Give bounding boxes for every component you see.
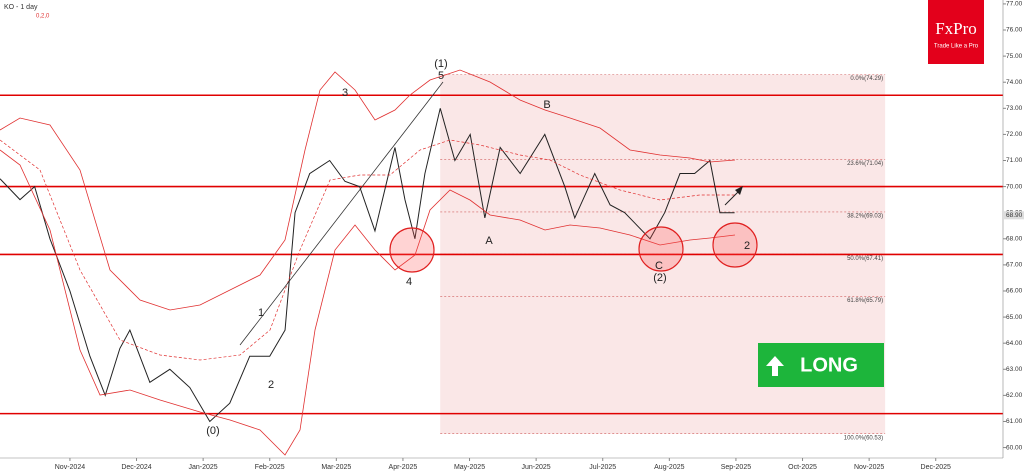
fib-label: 50.0%(67.41) — [847, 256, 883, 262]
price-line — [0, 108, 735, 423]
wave-label: B — [543, 99, 550, 111]
logo-box — [928, 0, 984, 64]
y-tick-label: 64.00 — [1006, 340, 1023, 347]
y-tick-label: 75.00 — [1006, 53, 1023, 60]
fib-label: 61.8%(65.79) — [847, 298, 883, 304]
fib-label: 100.0%(60.53) — [844, 435, 883, 441]
logo-brand: FxPro — [935, 19, 977, 38]
wave-label: (0) — [206, 425, 219, 437]
y-tick-label: 63.00 — [1006, 366, 1023, 373]
x-tick-label: Jul-2025 — [589, 464, 616, 471]
highlight-circle — [389, 227, 435, 273]
highlight-circle — [712, 222, 758, 268]
x-tick-label: Oct-2025 — [788, 464, 817, 471]
x-tick-label: Nov-2025 — [854, 464, 884, 471]
arrow-head — [735, 186, 743, 195]
fib-label: 0.0%(74.29) — [850, 76, 883, 82]
x-tick-label: Mar-2025 — [321, 464, 351, 471]
wave-label: 1 — [258, 307, 264, 319]
x-tick-label: Nov-2024 — [55, 464, 85, 471]
last-price-box — [1003, 211, 1024, 220]
upper-band — [0, 69, 736, 311]
logo-tagline: Trade Like a Pro — [934, 44, 979, 50]
x-tick-label: Apr-2025 — [389, 464, 418, 471]
last-price-label: 68.90 — [1006, 212, 1023, 219]
y-tick-label: 73.00 — [1006, 105, 1023, 112]
x-tick-label: Feb-2025 — [255, 464, 285, 471]
x-tick-label: Jun-2025 — [522, 464, 551, 471]
y-tick-label: 72.00 — [1006, 131, 1023, 138]
x-tick-label: Aug-2025 — [654, 464, 684, 471]
y-tick-label: 76.00 — [1006, 27, 1023, 34]
fib-label: 23.6%(71.04) — [847, 161, 883, 167]
wave-label: C — [655, 260, 663, 272]
fib-label: 38.2%(69.03) — [847, 213, 883, 219]
indicator-label: 0,2,0 — [36, 14, 50, 20]
y-tick-label: 67.00 — [1006, 262, 1023, 269]
wave-label: 2 — [268, 379, 274, 391]
x-tick-label: Dec-2025 — [921, 464, 951, 471]
y-tick-label: 61.00 — [1006, 418, 1023, 425]
wave-label: (2) — [653, 272, 666, 284]
long-label: LONG — [800, 354, 858, 376]
lower-band — [0, 149, 736, 456]
price-axis — [1003, 0, 1024, 474]
wave-label: (1) — [434, 58, 447, 70]
y-tick-label: 70.00 — [1006, 183, 1023, 190]
y-tick-label: 62.00 — [1006, 392, 1023, 399]
wave-label: 3 — [342, 87, 348, 99]
chart-title: KO - 1 day — [4, 4, 38, 11]
y-tick-label: 74.00 — [1006, 79, 1023, 86]
trend-line — [239, 81, 444, 346]
x-tick-label: Dec-2024 — [121, 464, 151, 471]
middle-band — [0, 139, 735, 361]
x-tick-label: May-2025 — [454, 464, 485, 471]
y-tick-label: 60.00 — [1006, 444, 1023, 451]
highlight-circle — [638, 226, 684, 272]
y-tick-label: 65.00 — [1006, 314, 1023, 321]
wave-label: 4 — [406, 276, 412, 288]
wave-label: A — [485, 235, 493, 247]
wave-label: 2 — [744, 240, 750, 252]
wave-label: 5 — [438, 70, 444, 82]
x-tick-label: Sep-2025 — [721, 464, 751, 471]
y-tick-label: 71.00 — [1006, 157, 1023, 164]
y-tick-label: 77.00 — [1006, 1, 1023, 8]
up-icon — [766, 356, 784, 376]
y-tick-label: 66.00 — [1006, 288, 1023, 295]
y-tick-label: 68.00 — [1006, 236, 1023, 243]
x-tick-label: Jan-2025 — [189, 464, 218, 471]
